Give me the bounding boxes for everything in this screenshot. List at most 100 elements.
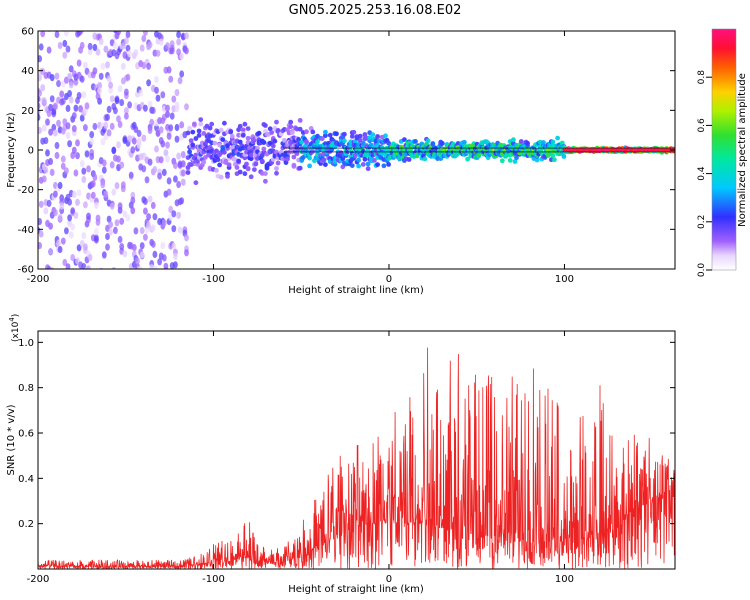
spectrogram-cell <box>98 38 104 46</box>
spectrogram-cell <box>64 227 69 235</box>
spectrogram-cell <box>143 207 148 215</box>
spectrogram-cell <box>46 46 52 54</box>
spectrogram-cell <box>310 149 316 154</box>
spectrogram-cell <box>92 67 98 75</box>
spectrogram-cell <box>171 242 177 250</box>
spectrogram-cell <box>323 133 328 139</box>
spectrogram-cell <box>288 124 294 130</box>
spectrogram-cell <box>150 106 156 115</box>
spectrogram-cell <box>147 126 153 135</box>
spectrogram-cell <box>89 131 95 139</box>
spectrogram-cell <box>462 139 467 145</box>
spectrogram-cell <box>48 157 53 166</box>
y-tick-label: 40 <box>21 66 34 77</box>
spectrogram-cell <box>158 156 164 164</box>
spectrogram-cell <box>304 129 309 135</box>
snr-plot-area <box>38 331 675 569</box>
spectrogram-cell <box>125 31 131 39</box>
spectrogram-cell <box>207 125 213 131</box>
spectrogram-cell <box>147 100 153 108</box>
spectrogram-cell <box>514 155 519 161</box>
spectrogram-cell <box>248 152 254 158</box>
spectrogram-cell <box>248 156 254 162</box>
spectrogram-cell <box>127 101 132 109</box>
spectrogram-cell <box>168 205 174 213</box>
spectrogram-cell <box>60 155 66 163</box>
spectrogram-cell <box>386 140 391 146</box>
spectrogram-cell <box>362 156 368 162</box>
colorbar-tick-label: 0.4 <box>697 166 707 181</box>
spectrogram-cell <box>83 124 88 132</box>
spectrogram-cell <box>136 137 142 146</box>
spectrogram-cell <box>173 261 178 269</box>
spectrogram-cell <box>365 161 371 167</box>
spectrogram-cell <box>195 158 200 164</box>
spectrogram-cell <box>365 166 371 172</box>
spectrogram-cell <box>100 62 106 70</box>
spectrogram-cell <box>76 189 82 197</box>
spectrogram-cell <box>73 169 79 177</box>
spectrogram-cell <box>71 190 77 199</box>
colorbar-label: Normalized spectral amplitude <box>737 73 748 227</box>
spectrogram-cell <box>349 163 355 169</box>
spectrogram-cell <box>49 168 55 176</box>
spectrogram-cell <box>79 114 85 122</box>
spectrogram-cell <box>370 132 376 138</box>
spectrogram-cell <box>173 175 178 183</box>
spectrogram-cell <box>41 97 47 105</box>
spectrogram-cell <box>68 81 74 89</box>
spectrogram-cell <box>372 158 377 163</box>
spectrogram-cell <box>141 134 147 142</box>
spectrogram-cell <box>79 41 85 50</box>
spectrogram-cell <box>193 180 199 186</box>
spectrogram-cell <box>109 161 115 169</box>
spectrogram-cell <box>68 231 74 239</box>
spectrogram-cell <box>342 138 347 144</box>
spectrogram-cell <box>73 211 79 219</box>
spectrogram-cell <box>152 265 158 269</box>
spectrogram-cell <box>315 139 320 145</box>
spectrogram-cell <box>119 99 125 107</box>
spectrogram-cell <box>67 90 72 98</box>
spectrogram-cell <box>92 122 98 131</box>
spectrogram-cell <box>179 121 185 129</box>
spectrogram-cell <box>422 156 428 162</box>
spectrogram-cell <box>125 73 131 81</box>
snr-y-scale-suffix: ) <box>11 314 21 318</box>
spectrogram-cell <box>92 173 98 181</box>
spectrogram-cell <box>71 112 77 120</box>
spectrogram-cell <box>65 263 71 269</box>
spectrogram-cell <box>117 235 123 244</box>
spectrogram-cell <box>83 201 88 209</box>
spectrogram-cell <box>113 226 118 234</box>
spectrogram-cell <box>147 41 153 49</box>
spectrogram-cell <box>81 263 87 269</box>
spectrogram-cell <box>38 43 44 51</box>
spectrogram-cell <box>117 120 123 128</box>
spectrogram-cell <box>97 97 102 105</box>
spectrogram-cell <box>124 107 129 115</box>
spectrogram-cell <box>108 228 113 236</box>
spectrogram-cell <box>439 140 445 146</box>
spectrogram-cell <box>559 140 565 146</box>
figure-title: GN05.2025.253.16.08.E02 <box>289 3 462 18</box>
spectrogram-cell <box>81 91 87 99</box>
spectrogram-cell <box>48 222 53 230</box>
spectrogram-cell <box>54 72 60 80</box>
spectrogram-cell <box>43 137 49 145</box>
spectrogram-cell <box>86 165 91 173</box>
spectrogram-cell <box>340 164 346 170</box>
spectrogram-cell <box>304 139 309 145</box>
spectrogram-cell <box>133 125 139 133</box>
spectrogram-cell <box>95 218 101 226</box>
spectrogram-cell <box>38 74 42 82</box>
spectrogram-cell <box>113 107 118 115</box>
spectrogram-cell <box>40 68 46 76</box>
snr-y-label: SNR (10 * v/v) <box>6 404 17 475</box>
y-tick-label: 20 <box>21 106 34 117</box>
spectrogram-cell <box>94 228 99 236</box>
spectrogram-cell <box>188 138 194 144</box>
spectrogram-cell <box>38 230 44 238</box>
spectrogram-cell <box>269 130 275 135</box>
x-tick-label: -200 <box>27 574 50 585</box>
